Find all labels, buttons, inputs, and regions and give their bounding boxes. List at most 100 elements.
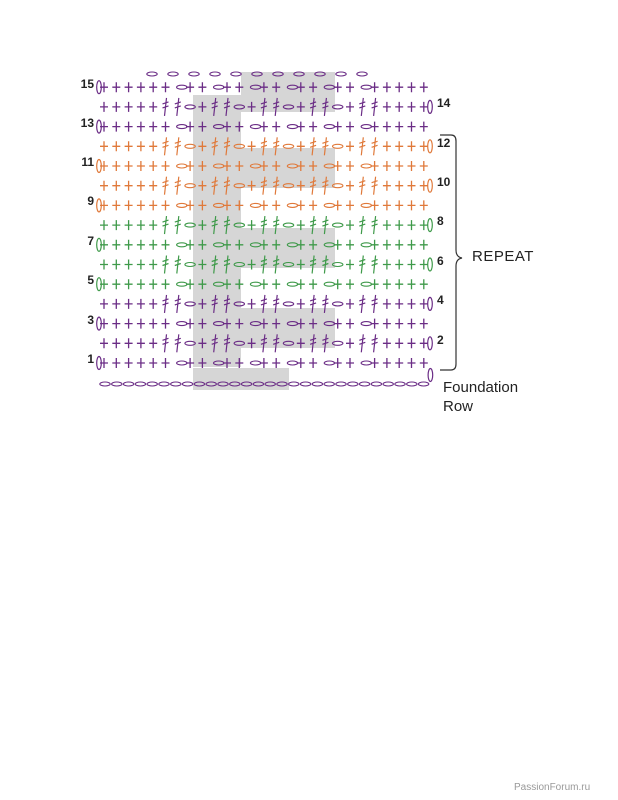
chain-mark [264, 381, 276, 387]
single-crochet-mark [346, 259, 354, 270]
single-crochet-mark [198, 200, 207, 211]
single-crochet-mark [124, 180, 133, 191]
single-crochet-mark [407, 141, 416, 152]
chain-mark [331, 301, 344, 307]
single-crochet-mark [247, 180, 256, 191]
single-crochet-mark [112, 121, 121, 132]
chain-mark [360, 281, 373, 287]
chain-mark [209, 71, 221, 77]
treble-mark [322, 255, 329, 274]
treble-mark [260, 176, 268, 195]
treble-mark [223, 334, 231, 353]
single-crochet-mark [382, 279, 391, 290]
chain-mark [233, 301, 246, 307]
row-number-14: 14 [437, 96, 451, 110]
single-crochet-mark [370, 358, 379, 368]
row-number-7: 7 [87, 234, 94, 248]
single-crochet-mark [395, 279, 404, 290]
single-crochet-mark [124, 121, 133, 132]
chain-mark [282, 261, 295, 268]
single-crochet-mark [136, 298, 145, 309]
single-crochet-mark [124, 279, 133, 290]
single-crochet-mark [296, 259, 305, 270]
chain-mark [331, 143, 344, 149]
single-crochet-mark [124, 200, 133, 211]
treble-mark [211, 255, 218, 274]
single-crochet-mark [136, 101, 145, 112]
single-crochet-mark [272, 161, 281, 171]
single-crochet-mark [370, 161, 379, 171]
single-crochet-mark [149, 259, 158, 270]
single-crochet-mark [346, 239, 354, 250]
single-crochet-mark [235, 161, 244, 171]
chain-mark [282, 301, 295, 307]
single-crochet-mark [395, 200, 404, 211]
single-crochet-mark [296, 180, 305, 191]
single-crochet-mark [223, 279, 231, 290]
treble-mark [211, 334, 218, 353]
single-crochet-mark [395, 220, 404, 231]
single-crochet-mark [382, 82, 391, 93]
single-crochet-mark [198, 239, 207, 250]
single-crochet-mark [198, 141, 207, 152]
single-crochet-mark [100, 161, 108, 171]
single-crochet-mark [395, 141, 404, 152]
single-crochet-mark [272, 82, 281, 93]
treble-mark [260, 137, 268, 156]
chain-mark [184, 104, 196, 110]
treble-mark [260, 216, 268, 235]
chain-mark [417, 381, 430, 387]
single-crochet-mark [235, 318, 244, 329]
single-crochet-mark [272, 121, 281, 132]
single-crochet-mark [333, 358, 342, 368]
treble-mark [162, 294, 169, 313]
chain-mark [240, 381, 253, 387]
single-crochet-mark [346, 161, 354, 171]
treble-mark [371, 97, 378, 116]
single-crochet-mark [100, 279, 108, 290]
single-crochet-mark [395, 161, 404, 171]
chain-mark [184, 143, 196, 149]
single-crochet-mark [296, 82, 305, 93]
single-crochet-mark [198, 338, 207, 349]
single-crochet-mark [198, 298, 207, 309]
chain-mark [282, 183, 295, 189]
single-crochet-mark [136, 180, 145, 191]
single-crochet-mark [186, 279, 195, 290]
single-crochet-mark [370, 318, 379, 329]
chain-mark [233, 104, 246, 110]
row-number-11: 11 [81, 155, 94, 169]
single-crochet-mark [136, 318, 145, 329]
single-crochet-mark [259, 82, 268, 93]
chain-mark [217, 381, 229, 387]
chain-mark [276, 381, 288, 387]
single-crochet-mark [370, 239, 379, 250]
single-crochet-mark [419, 259, 428, 270]
turning-chain-mark [427, 139, 433, 154]
single-crochet-mark [198, 279, 207, 290]
single-crochet-mark [395, 318, 404, 329]
single-crochet-mark [198, 318, 207, 329]
treble-mark [273, 176, 280, 195]
single-crochet-mark [419, 200, 428, 211]
single-crochet-mark [272, 200, 281, 211]
single-crochet-mark [247, 101, 256, 112]
chain-mark [406, 381, 418, 387]
row-number-4: 4 [437, 293, 444, 307]
single-crochet-mark [112, 338, 121, 349]
single-crochet-mark [407, 358, 416, 368]
single-crochet-mark [370, 82, 379, 93]
single-crochet-mark [407, 259, 416, 270]
single-crochet-mark [112, 200, 121, 211]
treble-mark [309, 255, 317, 274]
chain-mark [323, 124, 336, 130]
single-crochet-mark [223, 121, 231, 132]
treble-mark [174, 137, 181, 156]
treble-mark [260, 334, 268, 353]
single-crochet-mark [259, 161, 268, 171]
single-crochet-mark [382, 101, 391, 112]
shade-block [193, 368, 289, 390]
single-crochet-mark [346, 318, 354, 329]
single-crochet-mark [100, 180, 108, 191]
single-crochet-mark [112, 279, 121, 290]
